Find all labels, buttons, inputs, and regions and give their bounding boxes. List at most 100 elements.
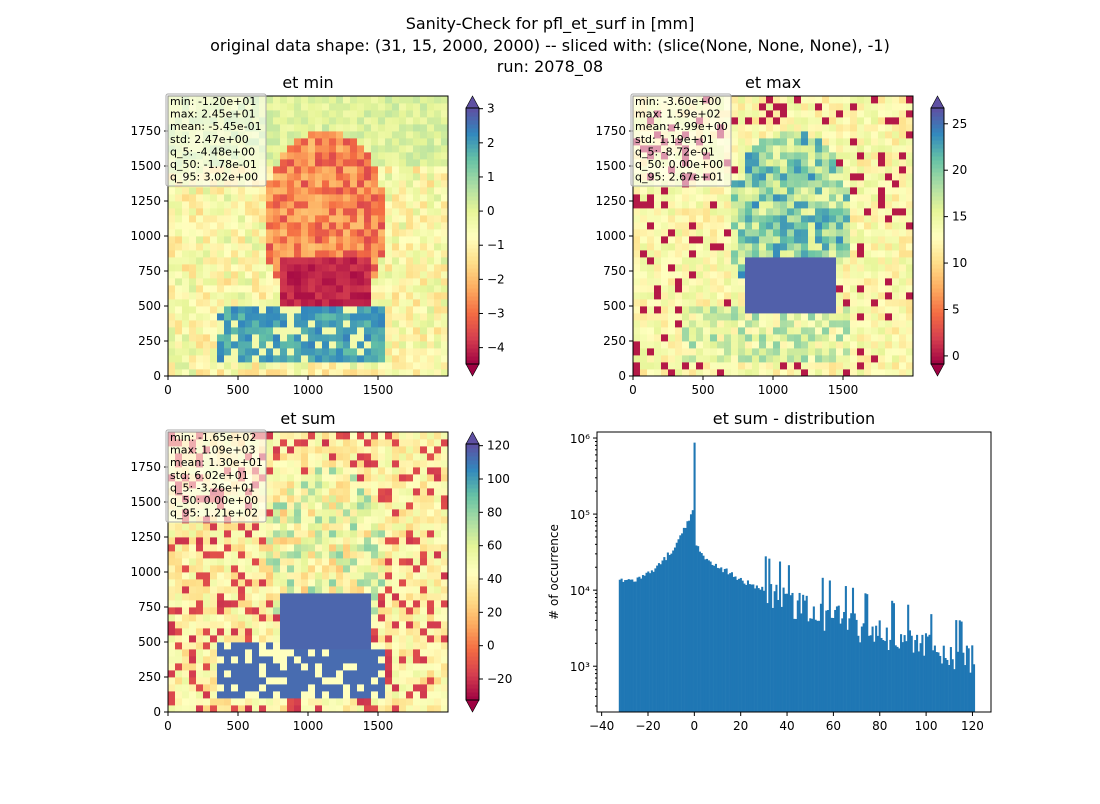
heatmap-cell [315,516,322,523]
heatmap-cell [315,684,322,691]
heatmap-cell [378,523,385,530]
heatmap-cell [640,201,647,208]
heatmap-cell [773,180,780,187]
heatmap-cell [878,152,885,159]
heatmap-cell [378,208,385,215]
heatmap-cell [175,530,182,537]
heatmap-cell [682,327,689,334]
heatmap-cell [322,131,329,138]
heatmap-cell [350,152,357,159]
heatmap-cell [794,117,801,124]
heatmap-cell [434,502,441,509]
heatmap-cell [203,194,210,201]
heatmap-cell [287,341,294,348]
heatmap-cell [738,194,745,201]
heatmap-cell [350,656,357,663]
heatmap-cell [231,684,238,691]
heatmap-cell [182,222,189,229]
heatmap-cell [315,96,322,103]
heatmap-cell [871,334,878,341]
heatmap-cell [350,537,357,544]
heatmap-cell [885,166,892,173]
heatmap-cell [654,327,661,334]
heatmap-cell [329,453,336,460]
heatmap-cell [392,509,399,516]
heatmap-cell [280,264,287,271]
heatmap-cell [857,250,864,257]
heatmap-cell [343,628,350,635]
heatmap-cell [822,110,829,117]
heatmap-cell [892,103,899,110]
heatmap-cell [385,180,392,187]
heatmap-cell [308,509,315,516]
heatmap-cell [315,201,322,208]
heatmap-cell [210,334,217,341]
heatmap-cell [399,208,406,215]
heatmap-cell [266,656,273,663]
heatmap-cell [745,187,752,194]
heatmap-cell [301,292,308,299]
heatmap-cell [647,257,654,264]
heatmap-cell [850,243,857,250]
heatmap-cell [661,285,668,292]
heatmap-cell [217,551,224,558]
heatmap-cell [633,348,640,355]
heatmap-cell [378,313,385,320]
heatmap-cell [906,327,913,334]
heatmap-cell [217,691,224,698]
colorbar-extend-min [466,364,479,376]
heatmap-cell [287,131,294,138]
heatmap-cell [378,222,385,229]
heatmap-cell [217,362,224,369]
heatmap-cell [287,698,294,705]
heatmap-cell [745,362,752,369]
heatmap-cell [301,208,308,215]
heatmap-cell [364,684,371,691]
heatmap-cell [182,257,189,264]
heatmap-cell [392,572,399,579]
heatmap-cell [196,299,203,306]
heatmap-cell [322,250,329,257]
heatmap-cell [168,586,175,593]
heatmap-cell [238,684,245,691]
heatmap-cell [273,607,280,614]
colorbar-segment [466,272,479,277]
heatmap-cell [343,663,350,670]
heatmap-cell [287,348,294,355]
heatmap-cell [336,635,343,642]
heatmap-cell [308,446,315,453]
heatmap-cell [301,278,308,285]
heatmap-cell [434,453,441,460]
heatmap-cell [308,250,315,257]
heatmap-cell [661,292,668,299]
heatmap-cell [906,285,913,292]
heatmap-cell [843,299,850,306]
heatmap-cell [801,208,808,215]
heatmap-cell [710,348,717,355]
heatmap-cell [752,194,759,201]
heatmap-cell [787,117,794,124]
heatmap-cell [647,243,654,250]
heatmap-cell [434,649,441,656]
heatmap-cell [822,124,829,131]
heatmap-cell [378,229,385,236]
heatmap-cell [252,222,259,229]
heatmap-cell [745,236,752,243]
heatmap-cell [336,593,343,600]
heatmap-cell [399,257,406,264]
heatmap-cell [322,544,329,551]
heatmap-cell [399,194,406,201]
heatmap-cell [787,285,794,292]
heatmap-cell [427,236,434,243]
stats-line: max: 2.45e+01 [170,108,256,121]
heatmap-cell [266,488,273,495]
heatmap-cell [640,194,647,201]
heatmap-cell [308,285,315,292]
heatmap-cell [675,313,682,320]
heatmap-cell [829,166,836,173]
heatmap-cell [266,124,273,131]
heatmap-cell [308,530,315,537]
heatmap-cell [766,264,773,271]
heatmap-cell [413,222,420,229]
x-tick-label: 500 [227,383,250,397]
